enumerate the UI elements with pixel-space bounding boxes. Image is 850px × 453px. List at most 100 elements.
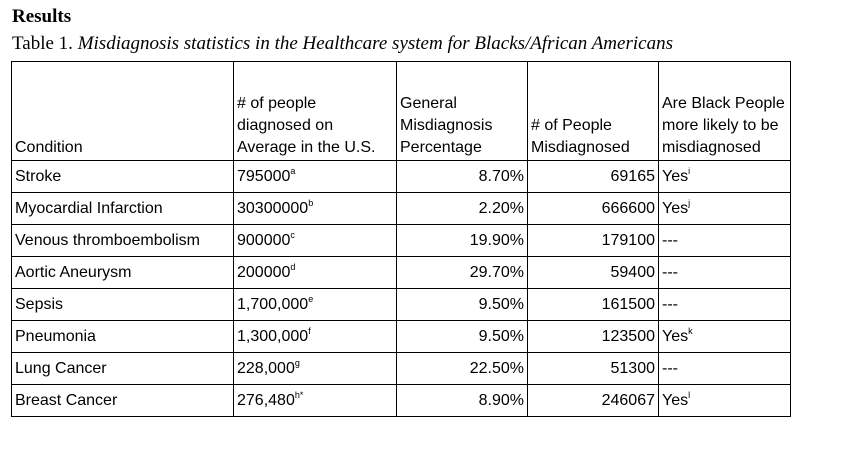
cell-condition-value: Breast Cancer [15, 392, 118, 409]
cell-percentage-value: 19.90% [469, 232, 524, 249]
table-row: Venous thromboembolism 900000c 19.90% 17910… [11, 224, 791, 257]
cell-diagnosed-value: 228,000 [237, 360, 295, 377]
table-row: Breast Cancer 276,480h* 8.90% 246067 Yesl [11, 384, 791, 417]
cell-more-likely: --- [658, 224, 791, 257]
header-more-likely: Are Black People more likely to be misdi… [658, 61, 791, 161]
cell-more-likely: Yesl [658, 384, 791, 417]
caption-label: Table 1. [12, 33, 73, 54]
cell-diagnosed: 200000d [233, 256, 397, 289]
table-caption: Table 1. Misdiagnosis statistics in the … [12, 33, 673, 55]
cell-more-likely: --- [658, 256, 791, 289]
footnote-marker: j [688, 198, 691, 208]
cell-condition-value: Venous thromboembolism [15, 232, 200, 249]
cell-percentage-value: 2.20% [478, 200, 524, 217]
table-row: Aortic Aneurysm 200000d 29.70% 59400 --- [11, 256, 791, 289]
cell-more-likely-value: --- [662, 232, 678, 249]
cell-diagnosed-value: 795000 [237, 168, 291, 185]
table-row: Myocardial Infarction 30300000b 2.20% 66660… [11, 192, 791, 225]
footnote-marker: d [290, 262, 296, 272]
cell-percentage: 2.20% [396, 192, 528, 225]
cell-condition: Breast Cancer [11, 384, 234, 417]
cell-condition: Pneumonia [11, 320, 234, 353]
cell-condition: Stroke [11, 160, 234, 193]
cell-misdiagnosed: 161500 [527, 288, 659, 321]
cell-diagnosed-value: 30300000 [237, 200, 309, 217]
footnote-marker: l [688, 390, 691, 400]
footnote-marker: g [294, 358, 300, 368]
cell-percentage-value: 8.70% [478, 168, 524, 185]
cell-condition: Myocardial Infarction [11, 192, 234, 225]
misdiagnosis-table: Condition # of people diagnosed on Avera… [11, 61, 791, 417]
cell-misdiagnosed: 69165 [527, 160, 659, 193]
cell-more-likely: Yesk [658, 320, 791, 353]
cell-diagnosed-value: 1,300,000 [237, 328, 309, 345]
cell-misdiagnosed-value: 179100 [601, 232, 655, 249]
cell-diagnosed: 795000a [233, 160, 397, 193]
header-condition: Condition [11, 61, 234, 161]
cell-misdiagnosed-value: 123500 [601, 328, 655, 345]
cell-misdiagnosed: 246067 [527, 384, 659, 417]
cell-diagnosed: 30300000b [233, 192, 397, 225]
cell-condition-value: Pneumonia [15, 328, 96, 345]
footnote-marker: e [308, 294, 314, 304]
cell-diagnosed: 900000c [233, 224, 397, 257]
section-heading: Results [12, 6, 72, 27]
table-row: Sepsis 1,700,000e 9.50% 161500 --- [11, 288, 791, 321]
cell-more-likely-value: Yes [662, 200, 689, 217]
cell-misdiagnosed-value: 69165 [610, 168, 656, 185]
cell-more-likely-value: --- [662, 360, 678, 377]
table-row: Lung Cancer 228,000g 22.50% 51300 --- [11, 352, 791, 385]
header-percentage: General Misdiagnosis Percentage [396, 61, 528, 161]
table-header-row: Condition # of people diagnosed on Avera… [11, 61, 791, 161]
cell-more-likely-value: Yes [662, 168, 689, 185]
cell-condition-value: Sepsis [15, 296, 64, 313]
cell-diagnosed: 1,700,000e [233, 288, 397, 321]
cell-misdiagnosed-value: 161500 [601, 296, 655, 313]
cell-more-likely: Yesj [658, 192, 791, 225]
cell-percentage: 8.90% [396, 384, 528, 417]
cell-diagnosed: 1,300,000f [233, 320, 397, 353]
header-diagnosed: # of people diagnosed on Average in the … [233, 61, 397, 161]
cell-misdiagnosed: 179100 [527, 224, 659, 257]
footnote-marker: i [688, 166, 691, 176]
cell-misdiagnosed: 123500 [527, 320, 659, 353]
footnote-marker: b [308, 198, 314, 208]
footnote-marker: f [308, 326, 311, 336]
cell-diagnosed-value: 1,700,000 [237, 296, 309, 313]
cell-diagnosed-value: 200000 [237, 264, 291, 281]
cell-condition: Sepsis [11, 288, 234, 321]
cell-percentage: 9.50% [396, 288, 528, 321]
cell-condition-value: Myocardial Infarction [15, 200, 163, 217]
cell-misdiagnosed-value: 666600 [601, 200, 655, 217]
cell-percentage-value: 8.90% [478, 392, 524, 409]
cell-percentage: 8.70% [396, 160, 528, 193]
cell-more-likely-value: --- [662, 296, 678, 313]
caption-title: Misdiagnosis statistics in the Healthcar… [77, 33, 673, 54]
cell-diagnosed: 228,000g [233, 352, 397, 385]
cell-diagnosed-value: 900000 [237, 232, 291, 249]
cell-misdiagnosed: 59400 [527, 256, 659, 289]
cell-diagnosed: 276,480h* [233, 384, 397, 417]
cell-condition: Lung Cancer [11, 352, 234, 385]
cell-condition-value: Stroke [15, 168, 62, 185]
cell-misdiagnosed-value: 59400 [610, 264, 656, 281]
cell-percentage-value: 9.50% [478, 296, 524, 313]
cell-percentage: 19.90% [396, 224, 528, 257]
cell-more-likely: --- [658, 288, 791, 321]
cell-more-likely-value: Yes [662, 392, 689, 409]
cell-more-likely: --- [658, 352, 791, 385]
cell-misdiagnosed: 666600 [527, 192, 659, 225]
table-row: Pneumonia 1,300,000f 9.50% 123500 Yesk [11, 320, 791, 353]
footnote-marker: a [290, 166, 296, 176]
cell-condition-value: Lung Cancer [15, 360, 107, 377]
cell-condition-value: Aortic Aneurysm [15, 264, 132, 281]
cell-more-likely-value: --- [662, 264, 678, 281]
footnote-marker: k [688, 326, 693, 336]
cell-diagnosed-value: 276,480 [237, 392, 295, 409]
footnote-marker: c [290, 230, 295, 240]
cell-percentage-value: 29.70% [469, 264, 524, 281]
cell-condition: Aortic Aneurysm [11, 256, 234, 289]
table-row: Stroke 795000a 8.70% 69165 Yesi [11, 160, 791, 193]
cell-misdiagnosed-value: 51300 [610, 360, 656, 377]
cell-more-likely: Yesi [658, 160, 791, 193]
